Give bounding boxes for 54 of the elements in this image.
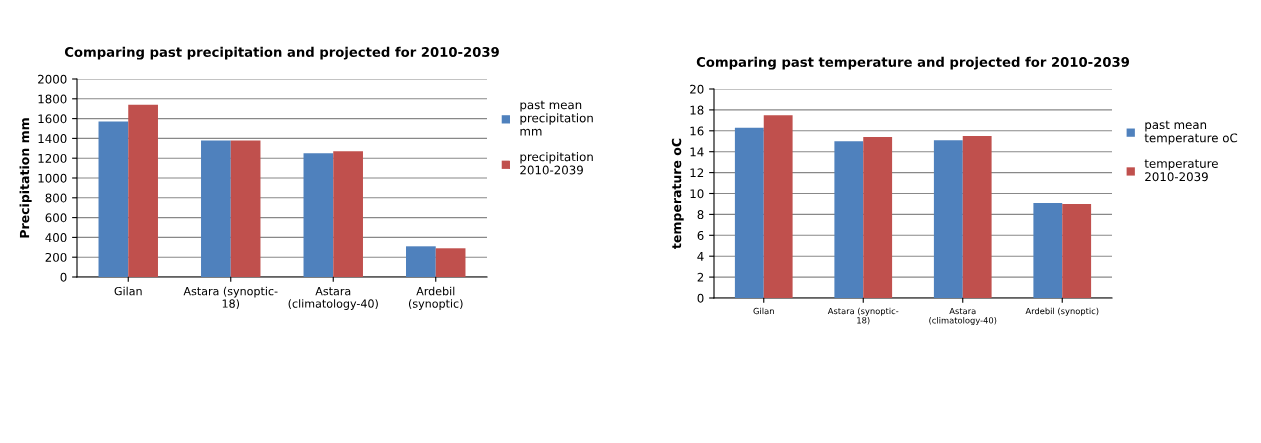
- y-tick-label: 800: [45, 193, 67, 203]
- bar: [435, 248, 466, 277]
- bar: [98, 121, 129, 277]
- legend-label: precipitation 2010-2039: [520, 152, 593, 175]
- y-tick-label: 400: [45, 233, 67, 243]
- legend-label: temperature 2010-2039: [1144, 159, 1218, 182]
- y-tick-label: 12: [690, 168, 704, 178]
- y-tick-label: 0: [697, 293, 704, 303]
- x-tick-label: Astara (synoptic- 18): [827, 307, 899, 325]
- y-tick-label: 2: [697, 272, 704, 282]
- bar: [406, 246, 436, 277]
- bar: [128, 104, 158, 277]
- bar: [933, 140, 963, 298]
- legend-label: past mean temperature oC: [1144, 120, 1238, 145]
- y-tick-label: 20: [690, 84, 704, 94]
- bar: [230, 140, 261, 277]
- y-tick-label: 2000: [38, 74, 67, 84]
- x-tick-label: Ardebil (synoptic): [1025, 307, 1099, 316]
- y-tick-label: 18: [690, 105, 704, 115]
- x-tick-label: Gilan: [753, 307, 774, 315]
- x-tick-label: Astara (synoptic- 18): [183, 286, 278, 310]
- bar: [962, 136, 992, 298]
- x-tick-label: Astara (climatology-40): [288, 287, 378, 310]
- chart-title: Comparing past temperature and projected for 2010-2039: [696, 56, 1130, 70]
- y-tick-label: 14: [690, 147, 704, 157]
- y-tick-label: 1400: [38, 134, 67, 144]
- y-tick-label: 4: [697, 252, 704, 261]
- bar: [863, 137, 893, 298]
- y-tick-label: 1600: [38, 114, 67, 124]
- y-tick-label: 1800: [38, 94, 67, 104]
- legend-label: past mean precipitation mm: [520, 100, 593, 136]
- chart-title: Comparing past precipitation and projected for 2010-2039: [64, 46, 499, 60]
- y-tick-label: 600: [45, 213, 67, 223]
- x-tick-label: Ardebil (synoptic): [408, 286, 463, 310]
- y-tick-label: 0: [60, 272, 67, 282]
- y-tick-label: 10: [690, 189, 704, 199]
- x-tick-label: Gilan: [114, 286, 142, 296]
- y-tick-label: 200: [45, 252, 67, 262]
- y-tick-label: 16: [690, 126, 704, 136]
- y-tick-label: 8: [697, 210, 704, 220]
- bar: [763, 115, 793, 298]
- bar: [734, 127, 764, 298]
- x-tick-label: Astara (climatology-40): [929, 307, 997, 326]
- y-axis-title: Precipitation mm: [19, 118, 32, 238]
- y-axis-title: temperature oC: [671, 138, 684, 249]
- bar: [303, 153, 334, 277]
- y-tick-label: 1200: [38, 153, 67, 163]
- y-tick-label: 6: [697, 231, 704, 240]
- bar: [834, 141, 864, 298]
- bar: [1033, 202, 1063, 298]
- bar: [201, 140, 231, 277]
- bar: [1062, 203, 1092, 298]
- bar: [333, 151, 363, 277]
- y-tick-label: 1000: [38, 173, 67, 183]
